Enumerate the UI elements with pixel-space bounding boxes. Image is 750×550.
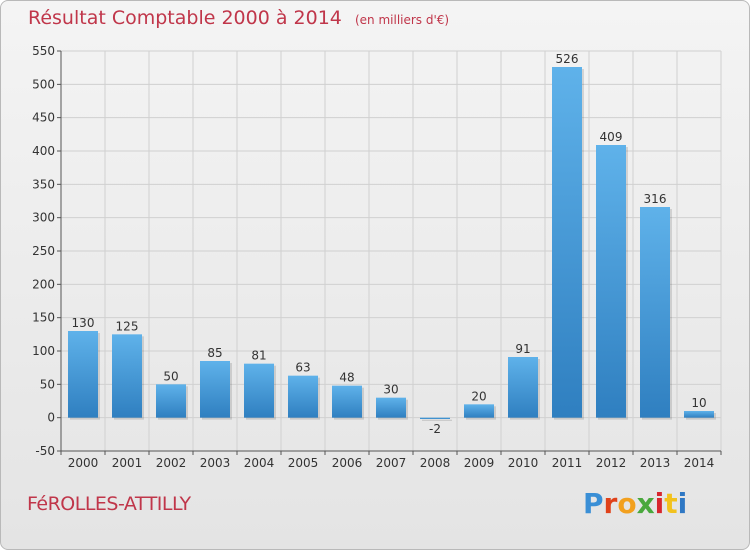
bar-2011 xyxy=(552,67,582,418)
logo-letter: t xyxy=(664,487,678,520)
data-label-2008: -2 xyxy=(429,422,441,436)
bar-2013 xyxy=(640,207,670,418)
y-tick-label: 150 xyxy=(32,311,55,325)
data-label-2010: 91 xyxy=(515,342,530,356)
x-tick-label-2005: 2005 xyxy=(288,456,319,470)
bar-2000 xyxy=(68,331,98,418)
data-label-2011: 526 xyxy=(556,52,579,66)
data-label-2005: 63 xyxy=(295,361,310,375)
bar-layer xyxy=(68,67,716,421)
y-tick-label: -50 xyxy=(35,444,55,458)
data-label-2002: 50 xyxy=(163,369,178,383)
logo-letter: P xyxy=(583,487,604,520)
bar-2003 xyxy=(200,361,230,418)
bar-2010 xyxy=(508,357,538,418)
y-tick-label: 500 xyxy=(32,77,55,91)
y-tick-label: 400 xyxy=(32,144,55,158)
y-tick-label: 450 xyxy=(32,111,55,125)
y-tick-label: 0 xyxy=(47,411,55,425)
y-tick-label: 50 xyxy=(40,377,55,391)
x-tick-label-2014: 2014 xyxy=(684,456,715,470)
logo-letter: x xyxy=(636,487,655,520)
data-label-2001: 125 xyxy=(116,319,139,333)
axis-layer: -500501001502002503003504004505005502000… xyxy=(32,44,722,470)
x-tick-label-2000: 2000 xyxy=(68,456,99,470)
bar-2006 xyxy=(332,385,362,418)
bar-2012 xyxy=(596,145,626,418)
data-label-2006: 48 xyxy=(339,371,354,385)
y-tick-label: 350 xyxy=(32,177,55,191)
y-tick-label: 550 xyxy=(32,44,55,58)
bar-2007 xyxy=(376,397,406,418)
proxiti-logo[interactable]: Proxiti xyxy=(583,487,687,520)
town-name: FéROLLES-ATTILLY xyxy=(27,493,191,515)
y-tick-label: 200 xyxy=(32,277,55,291)
data-label-2000: 130 xyxy=(72,316,95,330)
chart-title: Résultat Comptable 2000 à 2014 xyxy=(28,7,342,29)
y-tick-label: 250 xyxy=(32,244,55,258)
x-tick-label-2001: 2001 xyxy=(112,456,143,470)
chart-unit: (en milliers d'€) xyxy=(354,13,450,27)
bar-2014 xyxy=(684,411,714,418)
data-label-2007: 30 xyxy=(383,383,398,397)
y-tick-label: 100 xyxy=(32,344,55,358)
logo-letter: o xyxy=(617,487,637,520)
bar-2005 xyxy=(288,375,318,418)
bar-2002 xyxy=(156,384,186,418)
data-label-2012: 409 xyxy=(600,130,623,144)
x-tick-label-2008: 2008 xyxy=(420,456,451,470)
x-tick-label-2009: 2009 xyxy=(464,456,495,470)
x-tick-label-2002: 2002 xyxy=(156,456,187,470)
data-label-2003: 85 xyxy=(207,346,222,360)
bar-shadow xyxy=(422,419,452,421)
logo-letter: r xyxy=(603,487,618,520)
bar-2001 xyxy=(112,334,142,418)
x-tick-label-2007: 2007 xyxy=(376,456,407,470)
logo-letter: i xyxy=(654,487,665,520)
data-label-2004: 81 xyxy=(251,349,266,363)
x-tick-label-2012: 2012 xyxy=(596,456,627,470)
bar-2009 xyxy=(464,404,494,418)
data-label-2014: 10 xyxy=(691,396,706,410)
chart-title-block: Résultat Comptable 2000 à 2014 (en milli… xyxy=(28,7,449,29)
logo-letter: i xyxy=(677,487,688,520)
x-tick-label-2011: 2011 xyxy=(552,456,583,470)
data-label-layer: 130 125 50 85 81 63 48 30 -2 20 91 526 409 316 10 xyxy=(72,52,707,436)
x-tick-label-2003: 2003 xyxy=(200,456,231,470)
x-tick-label-2010: 2010 xyxy=(508,456,539,470)
x-tick-label-2013: 2013 xyxy=(640,456,671,470)
data-label-2009: 20 xyxy=(471,389,486,403)
bar-2004 xyxy=(244,363,274,418)
bar-2008 xyxy=(420,417,450,419)
x-tick-label-2004: 2004 xyxy=(244,456,275,470)
data-label-2013: 316 xyxy=(644,192,667,206)
y-tick-label: 300 xyxy=(32,211,55,225)
x-tick-label-2006: 2006 xyxy=(332,456,363,470)
